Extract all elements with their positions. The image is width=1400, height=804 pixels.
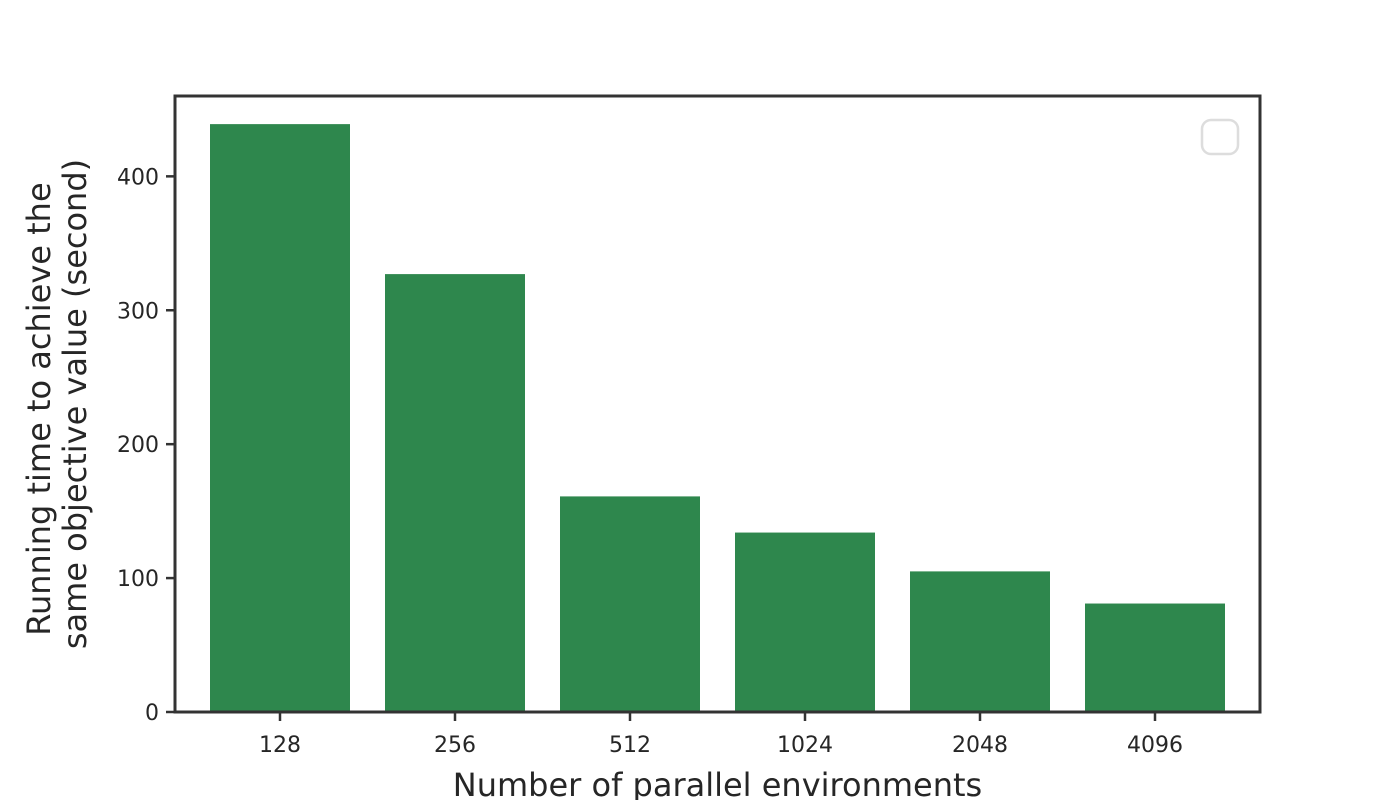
y-tick-label: 200 [117,433,159,458]
x-tick-label: 512 [609,733,651,758]
x-tick-label: 1024 [777,733,833,758]
axes-frame [173,94,1262,714]
y-axis-label: Running time to achieve the same objecti… [20,159,94,649]
y-axis-label-line-2: same objective value (second) [56,159,94,649]
y-tick-label: 0 [145,701,159,726]
bars-layer [210,124,1225,712]
bar-1024 [735,532,875,712]
y-tick-label: 100 [117,567,159,592]
y-axis-ticks: 0 100 200 300 400 [117,165,175,726]
legend-box [1200,118,1240,156]
bar-128 [210,124,350,712]
bar-2048 [910,571,1050,712]
y-axis-label-line-1: Running time to achieve the [20,182,58,635]
x-axis-label: Number of parallel environments [453,766,982,800]
y-tick-label: 300 [117,299,159,324]
x-tick-label: 2048 [952,733,1008,758]
x-tick-label: 256 [434,733,476,758]
x-tick-label: 4096 [1127,733,1183,758]
bar-256 [385,274,525,712]
x-axis-ticks: 128 256 512 1024 2048 4096 [259,712,1183,758]
bar-512 [560,496,700,712]
x-tick-label: 128 [259,733,301,758]
bar-4096 [1085,603,1225,712]
y-tick-label: 400 [117,165,159,190]
